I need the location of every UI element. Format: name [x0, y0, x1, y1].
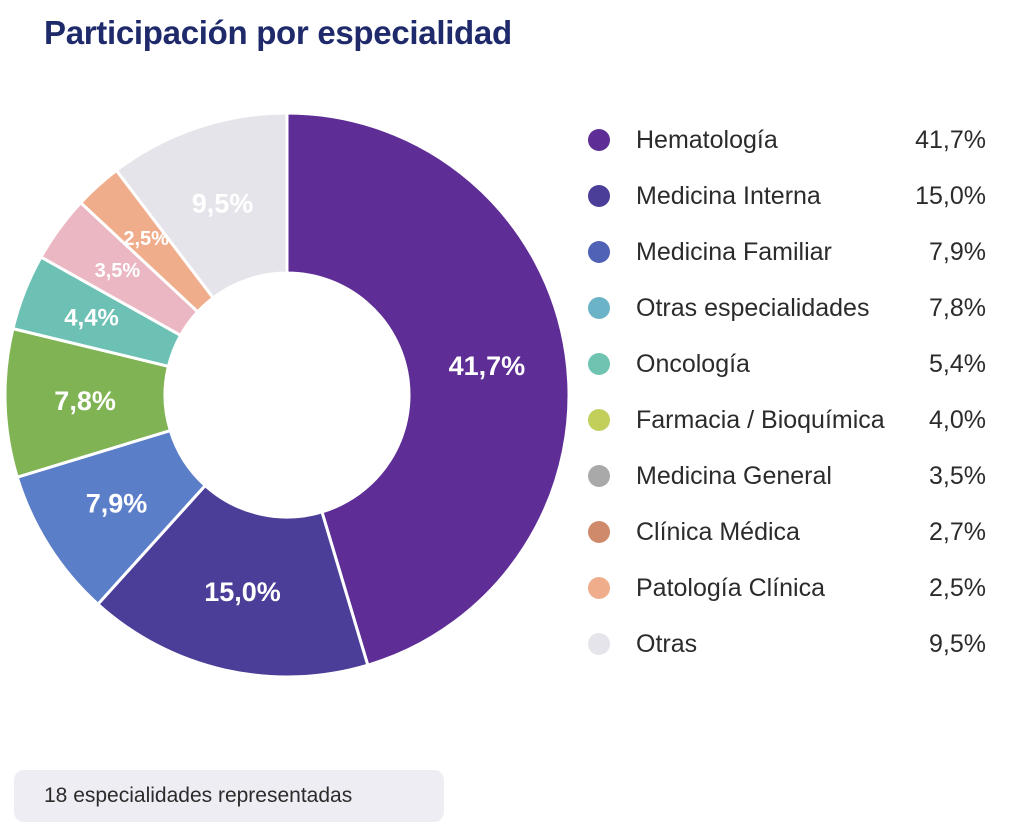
legend-label: Patología Clínica	[636, 573, 826, 602]
legend-value: 15,0%	[915, 181, 986, 210]
chart-title: Participación por especialidad	[44, 14, 512, 51]
legend-label: Otras	[636, 629, 698, 658]
legend-swatch	[588, 297, 610, 319]
legend-swatch	[588, 577, 610, 599]
donut-slice-label-8: 2,5%	[123, 228, 169, 250]
donut-slice-1	[95, 483, 370, 679]
donut-chart: 41,7% 15,0% 7,9% 7,8% 4,4% 3,5% 2,5% 9,5%	[3, 111, 571, 679]
donut-slice-label-2: 7,9%	[86, 488, 148, 518]
legend-item: Farmacia / Bioquímica 4,0%	[584, 392, 994, 448]
legend-value: 4,0%	[929, 405, 986, 434]
legend-swatch	[588, 353, 610, 375]
legend-label: Oncología	[636, 349, 750, 378]
legend-swatch	[588, 521, 610, 543]
legend-value: 2,5%	[929, 573, 986, 602]
legend-swatch	[588, 129, 610, 151]
legend-value: 9,5%	[929, 629, 986, 658]
legend-label: Hematología	[636, 125, 778, 154]
legend-value: 3,5%	[929, 461, 986, 490]
legend-label: Medicina Familiar	[636, 237, 832, 266]
legend-item: Hematología 41,7%	[584, 112, 994, 168]
legend-value: 7,8%	[929, 293, 986, 322]
legend-value: 41,7%	[915, 125, 986, 154]
donut-slice-9	[114, 111, 289, 300]
donut-slice-label-9: 9,5%	[192, 189, 254, 219]
legend-swatch	[588, 633, 610, 655]
legend-item: Otras especialidades 7,8%	[584, 280, 994, 336]
legend-item: Oncología 5,4%	[584, 336, 994, 392]
legend-item: Medicina Familiar 7,9%	[584, 224, 994, 280]
legend-value: 5,4%	[929, 349, 986, 378]
legend-value: 2,7%	[929, 517, 986, 546]
legend-swatch	[588, 409, 610, 431]
legend-label: Farmacia / Bioquímica	[636, 405, 885, 434]
legend-label: Medicina Interna	[636, 181, 821, 210]
chart-legend: Hematología 41,7% Medicina Interna 15,0% Med…	[584, 112, 994, 672]
specialties-count-text: 18 especialidades representadas	[44, 784, 353, 807]
legend-label: Clínica Médica	[636, 517, 800, 546]
legend-item: Otras 9,5%	[584, 616, 994, 672]
donut-slice-label-1: 15,0%	[204, 577, 281, 607]
legend-swatch	[588, 241, 610, 263]
donut-slice-label-6: 3,5%	[95, 260, 141, 282]
legend-item: Clínica Médica 2,7%	[584, 504, 994, 560]
donut-slice-label-3: 7,8%	[54, 386, 116, 416]
legend-swatch	[588, 185, 610, 207]
donut-slice-0	[285, 111, 571, 668]
specialties-count-badge: 18 especialidades representadas	[14, 770, 444, 822]
donut-slice-label-0: 41,7%	[449, 351, 526, 381]
legend-item: Medicina Interna 15,0%	[584, 168, 994, 224]
legend-label: Otras especialidades	[636, 293, 870, 322]
legend-item: Patología Clínica 2,5%	[584, 560, 994, 616]
legend-swatch	[588, 465, 610, 487]
legend-value: 7,9%	[929, 237, 986, 266]
legend-item: Medicina General 3,5%	[584, 448, 994, 504]
donut-slice-label-5: 4,4%	[64, 305, 119, 332]
legend-label: Medicina General	[636, 461, 832, 490]
